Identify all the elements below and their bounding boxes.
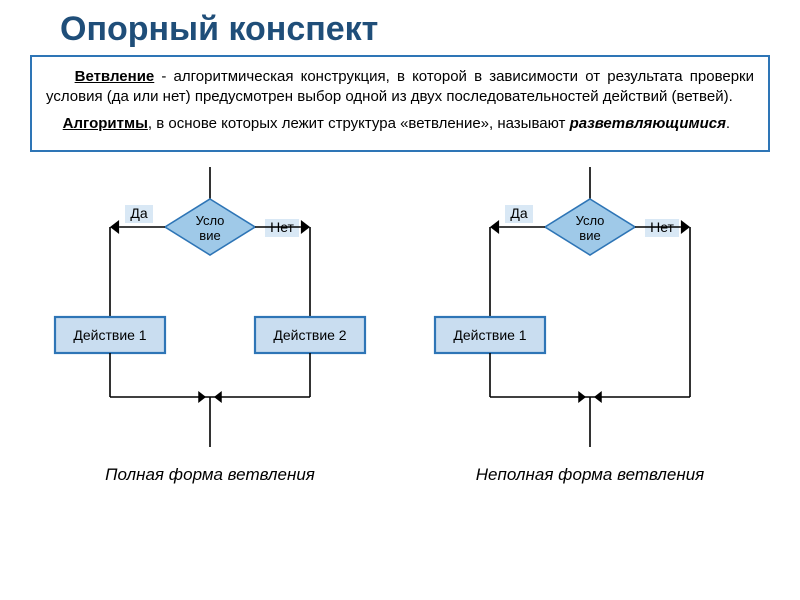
term-algorithms: Алгоритмы: [63, 115, 148, 132]
flowchart-full: УсловиеДаНетДействие 1Действие 2: [50, 157, 370, 457]
definition-paragraph-1: Ветвление - алгоритмическая конструкция,…: [46, 67, 754, 108]
term-branching: Ветвление: [75, 68, 155, 85]
diagrams-row: УсловиеДаНетДействие 1Действие 2 Полная …: [30, 157, 770, 485]
svg-text:вие: вие: [579, 228, 600, 243]
flowchart-partial: УсловиеДаНетДействие 1: [430, 157, 750, 457]
svg-text:Усло: Усло: [576, 213, 605, 228]
def-emph: разветвляющимися: [570, 115, 726, 132]
page-title: Опорный конспект: [60, 10, 770, 49]
partial-form-wrap: УсловиеДаНетДействие 1 Неполная форма ве…: [430, 157, 750, 485]
full-form-wrap: УсловиеДаНетДействие 1Действие 2 Полная …: [50, 157, 370, 485]
svg-text:Усло: Усло: [196, 213, 225, 228]
def-text-2: , в основе которых лежит структура «ветв…: [148, 115, 570, 132]
svg-text:Действие 1: Действие 1: [73, 327, 146, 343]
svg-text:Действие 2: Действие 2: [273, 327, 346, 343]
def-text-2b: .: [726, 115, 730, 132]
caption-full: Полная форма ветвления: [105, 465, 315, 485]
svg-text:вие: вие: [199, 228, 220, 243]
definition-paragraph-2: Алгоритмы, в основе которых лежит структ…: [46, 114, 754, 134]
svg-text:Действие 1: Действие 1: [453, 327, 526, 343]
svg-text:Да: Да: [510, 205, 527, 221]
caption-partial: Неполная форма ветвления: [476, 465, 704, 485]
svg-text:Да: Да: [130, 205, 147, 221]
definition-box: Ветвление - алгоритмическая конструкция,…: [30, 55, 770, 152]
